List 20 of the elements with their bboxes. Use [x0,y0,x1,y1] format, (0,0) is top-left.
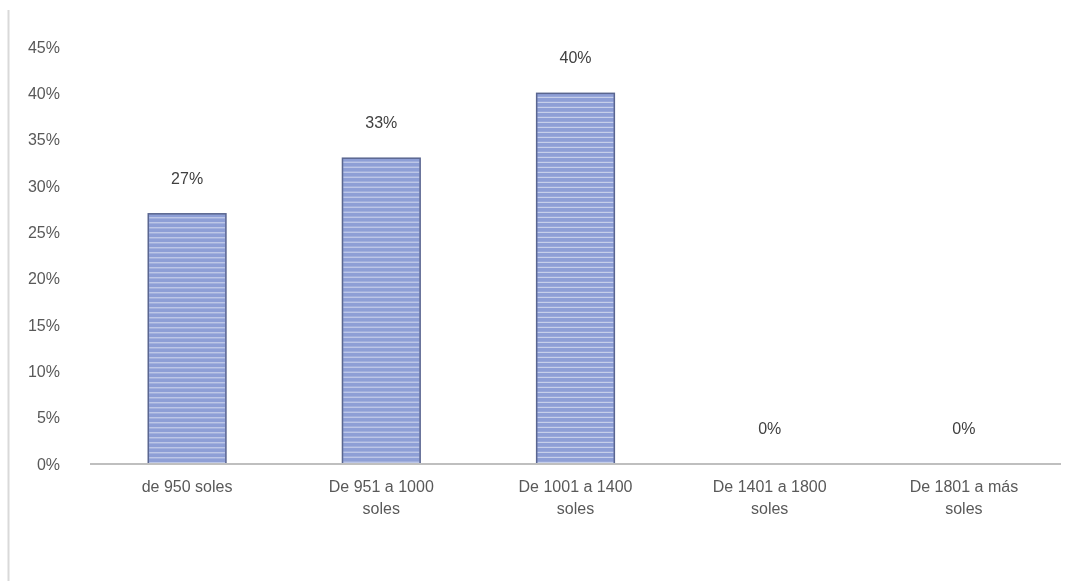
data-label: 40% [559,49,592,67]
y-tick-label: 20% [27,270,60,288]
data-label: 0% [952,420,976,437]
data-label: 0% [758,420,782,437]
y-tick-label: 15% [27,316,60,334]
data-label: 27% [171,169,204,187]
y-tick-label: 35% [27,131,60,149]
y-tick-label: 25% [27,223,60,241]
y-tick-label: 10% [27,362,60,380]
y-tick-label: 0% [36,455,60,473]
x-tick-label: De 1801 a más soles [909,478,1019,517]
y-tick-label: 45% [27,38,60,56]
y-tick-label: 30% [27,177,60,195]
y-tick-label: 5% [36,409,60,427]
data-label: 33% [365,114,398,132]
x-tick-label: De 1401 a 1800 soles [712,478,827,517]
x-tick-label: De 1001 a 1400 soles [518,478,633,517]
x-tick-label: de 950 soles [141,478,233,495]
y-tick-label: 40% [27,84,60,102]
x-tick-label: De 951 a 1000 soles [328,478,434,517]
